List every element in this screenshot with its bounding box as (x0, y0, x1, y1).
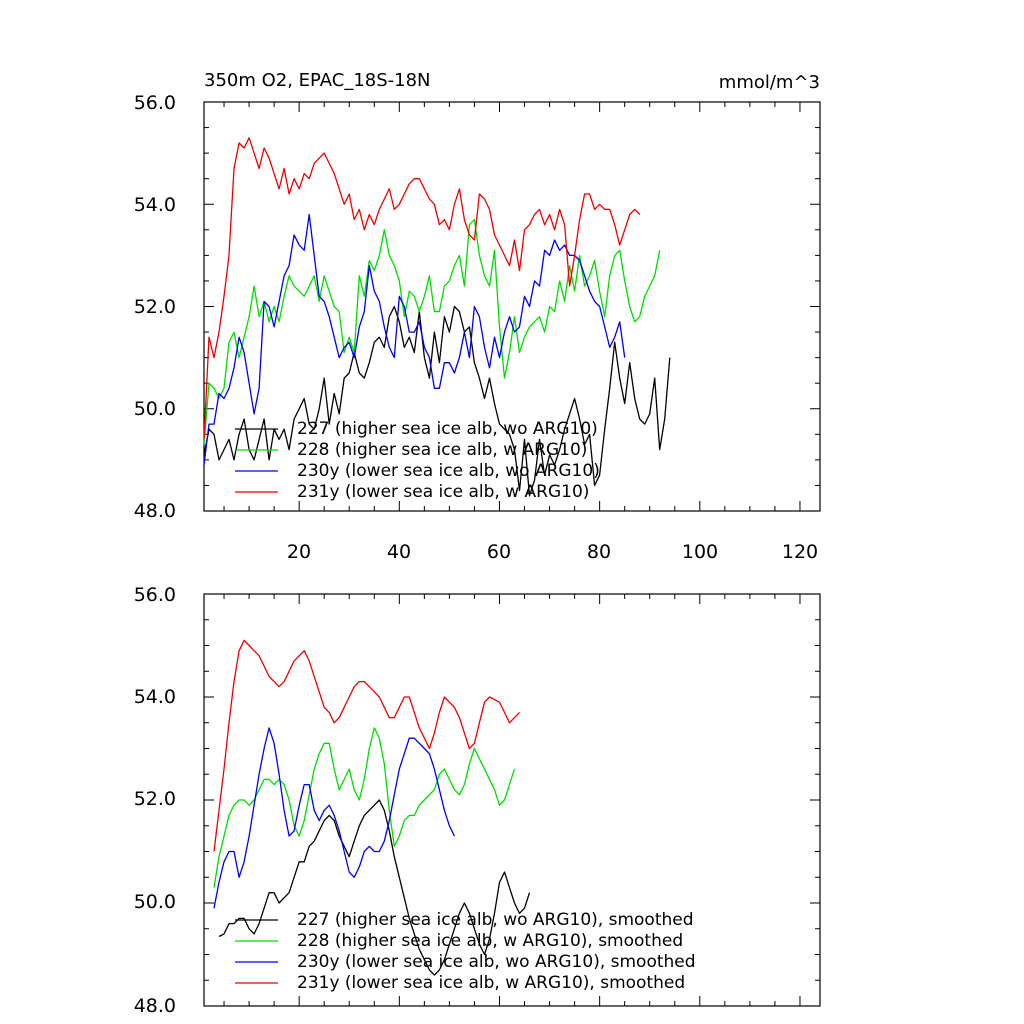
series-line-227-smoothed (218, 799, 531, 976)
x-tick-label: 40 (387, 541, 411, 563)
series-line-228-smoothed (213, 727, 516, 888)
top-plot-frame (203, 101, 821, 512)
legend-label-228: 228 (higher sea ice alb, w ARG10) (297, 440, 587, 460)
bottom-series-group (213, 639, 531, 976)
y-tick-label: 48.0 (134, 995, 176, 1017)
x-tick-label: 120 (782, 541, 818, 563)
x-tick-label: 100 (682, 541, 718, 563)
bottom-axis-ticks (204, 593, 820, 1007)
units-label: mmol/m^3 (719, 72, 820, 93)
x-tick-label: 60 (487, 541, 511, 563)
series-line-230y-smoothed (213, 727, 455, 909)
y-tick-label: 50.0 (134, 398, 176, 420)
series-line-231y (203, 137, 641, 440)
y-tick-label: 48.0 (134, 500, 176, 522)
top-axis-ticks (204, 101, 820, 512)
top-legend: 227 (higher sea ice alb, wo ARG10) 228 (… (235, 419, 600, 502)
x-tick-label: 80 (587, 541, 611, 563)
y-tick-label: 50.0 (134, 891, 176, 913)
legend-label-230y: 230y (lower sea ice alb, wo ARG10) (297, 461, 600, 481)
legend-label-231y: 231y (lower sea ice alb, w ARG10) (297, 482, 589, 502)
series-line-231y-smoothed (213, 639, 520, 852)
y-tick-label: 56.0 (134, 92, 176, 114)
top-series-group (203, 137, 671, 497)
x-tick-label: 20 (287, 541, 311, 563)
y-tick-label: 54.0 (134, 686, 176, 708)
legend-label-230y-smoothed: 230y (lower sea ice alb, wo ARG10), smoo… (297, 952, 696, 972)
legend-label-227-smoothed: 227 (higher sea ice alb, wo ARG10), smoo… (297, 910, 694, 930)
legend-label-228-smoothed: 228 (higher sea ice alb, w ARG10), smoot… (297, 931, 683, 951)
series-line-230y (203, 213, 626, 466)
bottom-plot-frame (203, 593, 821, 1007)
y-tick-label: 56.0 (134, 584, 176, 606)
chart-title: 350m O2, EPAC_18S-18N (204, 70, 431, 91)
bottom-panel: 48.0 50.0 52.0 54.0 56.0 227 (higher sea… (134, 584, 821, 1017)
y-tick-label: 52.0 (134, 788, 176, 810)
series-line-227 (203, 305, 671, 497)
legend-label-227: 227 (higher sea ice alb, wo ARG10) (297, 419, 598, 439)
bottom-legend: 227 (higher sea ice alb, wo ARG10), smoo… (235, 910, 696, 993)
series-line-228 (203, 218, 661, 445)
legend-label-231y-smoothed: 231y (lower sea ice alb, w ARG10), smoot… (297, 973, 685, 993)
top-panel: 350m O2, EPAC_18S-18N mmol/m^3 48.0 50.0… (134, 70, 821, 563)
y-tick-label: 54.0 (134, 194, 176, 216)
y-tick-label: 52.0 (134, 296, 176, 318)
